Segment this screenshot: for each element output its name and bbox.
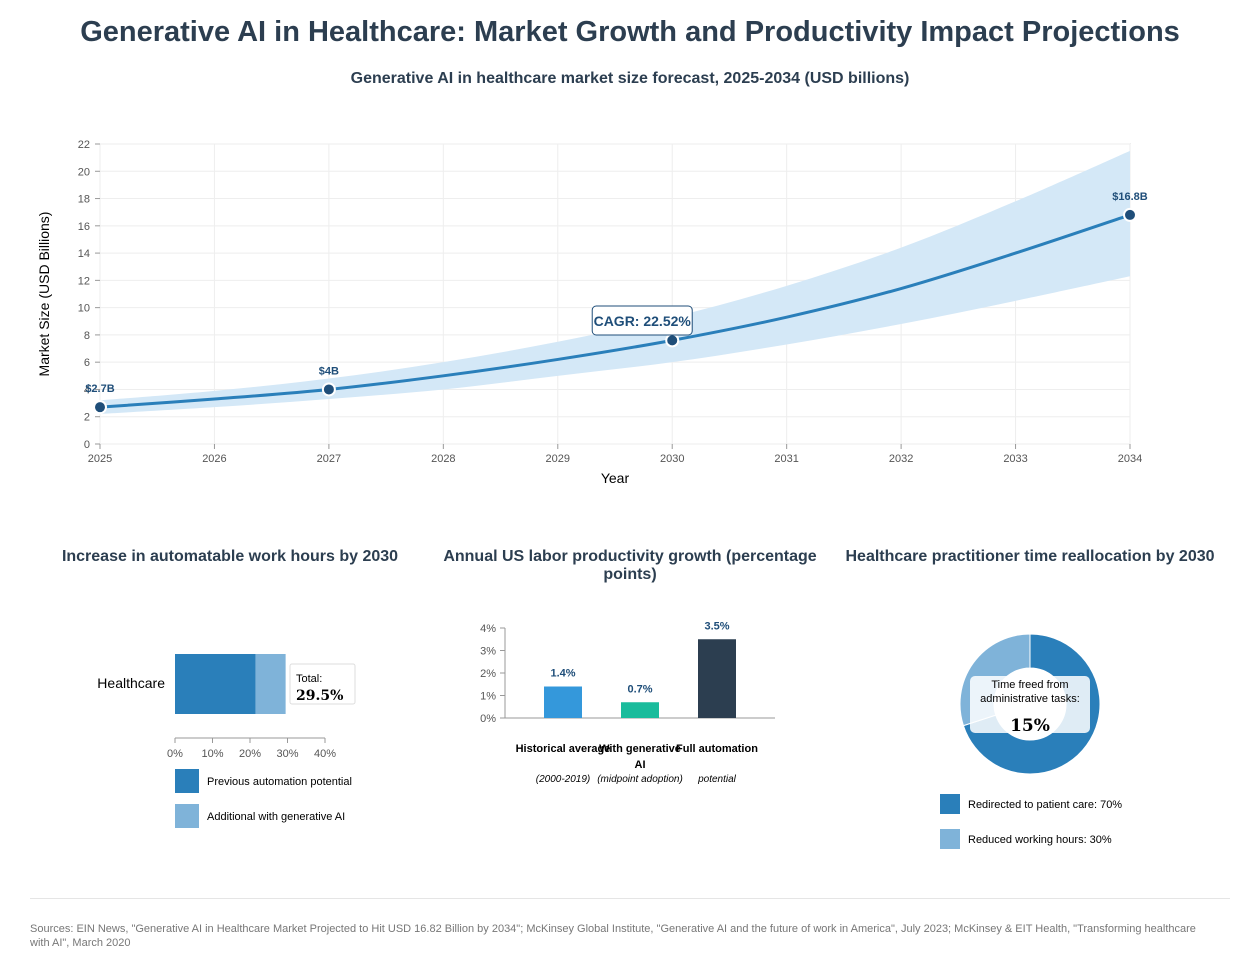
- legend-label-reduced-hours: Reduced working hours: 30%: [968, 834, 1112, 846]
- market-size-line: [99, 213, 1131, 409]
- vbar-category-labels: Historical average (2000-2019) With genera…: [516, 743, 759, 785]
- automatable-hours-bar-chart: Healthcare Total: 29.5% 0% 10% 20% 30% 40% P…: [97, 654, 356, 828]
- y-tick-label: 8: [84, 330, 90, 342]
- legend-label-previous: Previous automation potential: [207, 776, 352, 788]
- cagr-annotation: CAGR: 22.52%: [594, 313, 692, 329]
- y-tick-label: 20: [78, 166, 90, 178]
- x-tick-label: 40%: [314, 748, 336, 760]
- x-tick-label: 2033: [1003, 453, 1027, 465]
- legend-label-additional: Additional with generative AI: [207, 811, 345, 823]
- bar-value-label: 3.5%: [704, 620, 729, 632]
- y-tick-label: 18: [78, 194, 90, 206]
- x-tick-label: 30%: [276, 748, 298, 760]
- bar-value-label: 0.7%: [627, 683, 652, 695]
- category-note: (midpoint adoption): [597, 774, 683, 785]
- data-point: [665, 333, 680, 348]
- x-tick-label: 20%: [239, 748, 261, 760]
- x-tick-label: 2025: [88, 453, 112, 465]
- panel-title-productivity: Annual US labor productivity growth (per…: [443, 548, 817, 583]
- x-tick-label: 2027: [317, 453, 341, 465]
- category-label-line2: AI: [635, 759, 646, 771]
- x-tick-label: 2032: [889, 453, 913, 465]
- productivity-bar: [621, 702, 659, 718]
- bar-additional-genai: [255, 654, 286, 714]
- category-label-healthcare: Healthcare: [97, 675, 165, 691]
- panel-title-automatable-hours: Increase in automatable work hours by 20…: [61, 548, 399, 565]
- legend-swatch-previous: [175, 769, 199, 793]
- vbar-ticks: 0% 1% 2% 3% 4%: [480, 623, 505, 725]
- y-tick-label: 2: [84, 412, 90, 424]
- time-reallocation-donut-chart: Time freed from administrative tasks: 15…: [940, 633, 1122, 849]
- category-label: Historical average: [516, 743, 611, 755]
- y-tick-label: 1%: [480, 691, 496, 703]
- legend-swatch-reduced-hours: [940, 829, 960, 849]
- total-label: Total:: [296, 673, 322, 685]
- line-chart-point-labels: $2.7B $4B $16.8B: [85, 191, 1147, 395]
- footer-divider: [30, 898, 1230, 899]
- x-tick-label: 10%: [201, 748, 223, 760]
- y-tick-label: 4%: [480, 623, 496, 635]
- sources-footnote: Sources: EIN News, "Generative AI in Hea…: [30, 923, 1196, 949]
- y-tick-label: 16: [78, 221, 90, 233]
- legend-swatch-patient-care: [940, 794, 960, 814]
- legend-label-patient-care: Redirected to patient care: 70%: [968, 799, 1122, 811]
- legend-swatch-additional: [175, 804, 199, 828]
- x-tick-label: 0%: [167, 748, 183, 760]
- data-point: [321, 382, 336, 397]
- x-tick-label: 2031: [774, 453, 798, 465]
- market-size-line-chart: 0 2 4 6 8 10 12 14 16 18 20 22 2025 2026 2027 2028 2029 2…: [36, 139, 1148, 486]
- bar-value-label: 1.4%: [550, 668, 575, 680]
- y-tick-label: 2%: [480, 668, 496, 680]
- donut-center-label: Time freed from administrative tasks:: [980, 679, 1080, 705]
- panel-title-time-reallocation: Healthcare practitioner time reallocatio…: [845, 548, 1215, 565]
- y-tick-label: 12: [78, 275, 90, 287]
- page-subtitle: Generative AI in healthcare market size …: [350, 70, 910, 87]
- x-tick-label: 2030: [660, 453, 684, 465]
- total-value: 29.5%: [296, 688, 343, 704]
- y-tick-label: 22: [78, 139, 90, 151]
- data-point: [93, 400, 107, 415]
- x-axis-title: Year: [601, 470, 630, 486]
- y-tick-label: 6: [84, 357, 90, 369]
- category-note: potential: [697, 774, 737, 785]
- x-tick-label: 2028: [431, 453, 455, 465]
- page-title: Generative AI in Healthcare: Market Grow…: [80, 16, 1180, 48]
- hbar-ticks: 0% 10% 20% 30% 40%: [167, 738, 336, 760]
- data-point-label: $16.8B: [1112, 191, 1148, 203]
- line-chart-points: [93, 207, 1137, 415]
- x-tick-label: 2029: [546, 453, 570, 465]
- y-axis-title: Market Size (USD Billions): [36, 212, 52, 377]
- vbar-bars: 1.4% 0.7% 3.5%: [544, 620, 736, 718]
- productivity-bar: [698, 639, 736, 718]
- cagr-annotation-box: [591, 305, 693, 336]
- donut-center-value: 15%: [1010, 716, 1050, 736]
- y-tick-label: 0%: [480, 713, 496, 725]
- data-point-label: $2.7B: [85, 383, 114, 395]
- category-label: With generative: [599, 743, 681, 755]
- donut-center-box: [970, 676, 1090, 733]
- y-tick-label: 10: [78, 303, 90, 315]
- y-tick-label: 4: [84, 384, 90, 396]
- data-point: [1123, 207, 1137, 222]
- category-label: Full automation: [676, 743, 758, 755]
- y-tick-label: 14: [78, 248, 90, 260]
- data-point-label: $4B: [319, 365, 339, 377]
- productivity-bar-chart: 0% 1% 2% 3% 4% 1.4% 0.7% 3.5% Historical avera…: [480, 620, 775, 785]
- category-note: (2000-2019): [536, 774, 590, 785]
- total-label-box: [289, 663, 356, 705]
- y-tick-label: 3%: [480, 646, 496, 658]
- x-tick-label: 2026: [202, 453, 226, 465]
- line-chart-ticks: 0 2 4 6 8 10 12 14 16 18 20 22 2025 2026 2027 2028 2029 2…: [78, 139, 1142, 465]
- y-tick-label: 0: [84, 439, 90, 451]
- productivity-bar: [544, 686, 582, 718]
- bar-previous-automation: [175, 654, 256, 714]
- x-tick-label: 2034: [1118, 453, 1142, 465]
